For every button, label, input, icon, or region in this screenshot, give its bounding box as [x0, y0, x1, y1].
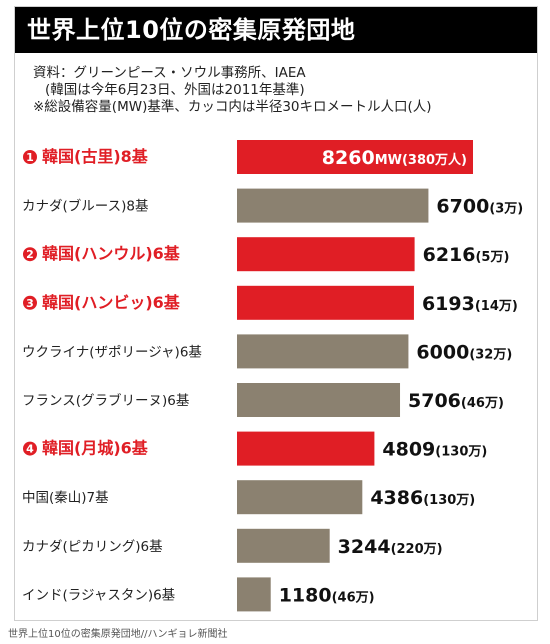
bar: [237, 334, 409, 369]
category-label: カナダ(ブルース)8基: [22, 198, 149, 215]
value-label: 4809(130万): [382, 439, 487, 461]
bar: [237, 285, 414, 320]
category-label: ウクライナ(ザポリージャ)6基: [22, 343, 202, 360]
rank-number: 3: [26, 297, 34, 310]
value-label: 8260MW(380万人): [322, 147, 467, 169]
infographic-frame: 世界上位10位の密集原発団地 資料：グリーンピース・ソウル事務所、IAEA (韓…: [14, 6, 538, 621]
category-label: 韓国(ハンウル)6基: [42, 244, 181, 263]
rank-number: 1: [26, 151, 34, 164]
rank-badge: [23, 441, 37, 456]
category-label: 韓国(月城)6基: [42, 439, 149, 458]
chart-title: 世界上位10位の密集原発団地: [27, 16, 356, 44]
bar: [237, 188, 429, 223]
source-note: 資料：グリーンピース・ソウル事務所、IAEA: [33, 65, 306, 81]
category-label: 韓国(ハンビッ)6基: [42, 293, 181, 312]
value-label: 6700(3万): [436, 196, 523, 218]
bar: [237, 140, 473, 174]
rank-badge: [23, 150, 37, 164]
bar: [237, 237, 415, 272]
value-label: 6193(14万): [422, 293, 518, 315]
category-label: インド(ラジャスタン)6基: [22, 586, 176, 603]
source-notes: 資料：グリーンピース・ソウル事務所、IAEA (韓国は今年6月23日、外国は20…: [33, 65, 533, 116]
bar: [237, 528, 330, 563]
value-label: 3244(220万): [338, 536, 443, 558]
category-label: 韓国(古里)8基: [42, 147, 149, 166]
category-label: 中国(秦山)7基: [22, 489, 109, 506]
title-bar: 世界上位10位の密集原発団地: [15, 7, 537, 53]
value-label: 5706(46万): [408, 390, 504, 412]
bar: [237, 431, 375, 466]
basis-note: (韓国は今年6月23日、外国は2011年基準): [45, 82, 305, 98]
rank-badge: [23, 295, 37, 310]
category-label: カナダ(ピカリング)6基: [22, 538, 163, 555]
unit-note: ※総設備容量(MW)基準、カッコ内は半径30キロメートル人口(人): [33, 99, 432, 115]
value-label: 1180(46万): [279, 584, 375, 606]
value-label: 4386(130万): [370, 487, 475, 509]
category-label: フランス(グラブリーヌ)6基: [22, 392, 190, 409]
value-label: 6216(5万): [423, 244, 510, 266]
bar: [237, 577, 271, 612]
image-caption: 世界上位10位の密集原発団地//ハンギョレ新聞社: [8, 629, 228, 640]
rank-badge: [23, 247, 37, 262]
value-label: 6000(32万): [416, 341, 512, 363]
bar: [237, 480, 363, 515]
rank-number: 4: [26, 443, 34, 456]
rank-number: 2: [26, 248, 34, 261]
bar: [237, 383, 401, 417]
